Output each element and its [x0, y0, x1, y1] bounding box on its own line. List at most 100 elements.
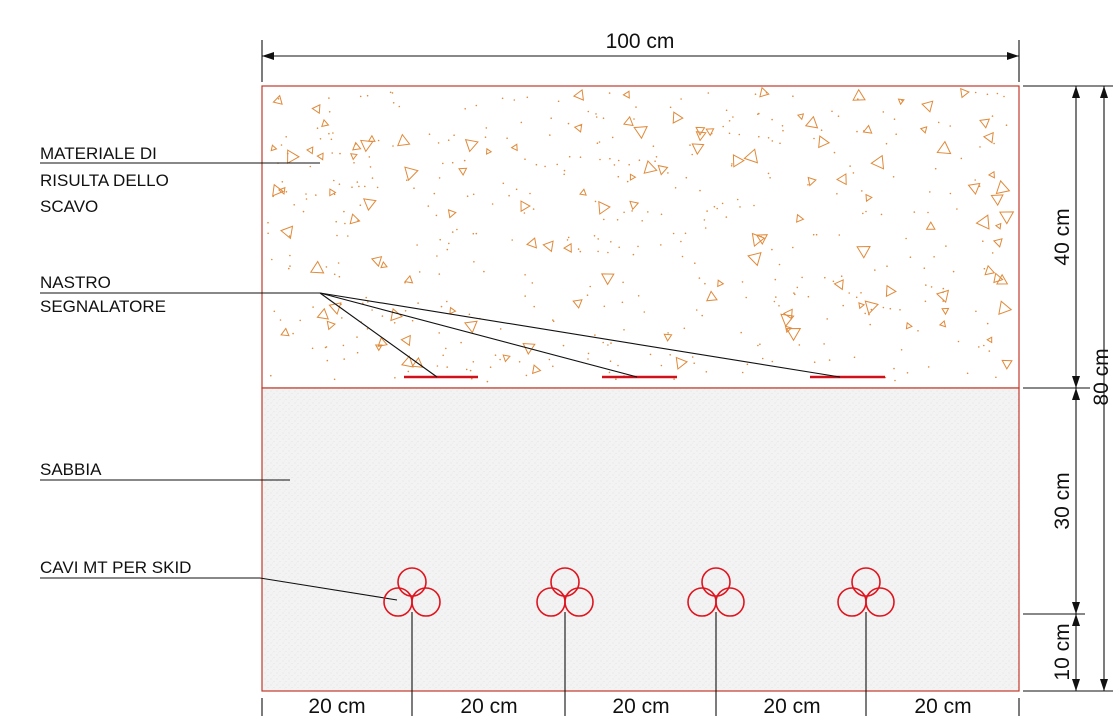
- aggregate-dot: [411, 319, 414, 322]
- aggregate-dot: [885, 142, 888, 145]
- aggregate-stone: [287, 149, 300, 165]
- aggregate-dot: [483, 270, 485, 273]
- aggregate-dot: [681, 255, 684, 258]
- aggregate-dot: [285, 191, 288, 193]
- aggregate-dot: [778, 263, 781, 266]
- aggregate-dot: [801, 276, 803, 279]
- aggregate-dot: [285, 136, 288, 138]
- aggregate-stone: [400, 355, 414, 368]
- aggregate-dot: [333, 378, 336, 381]
- aggregate-dot: [598, 141, 601, 143]
- aggregate-dot: [579, 250, 582, 253]
- cable-trefoil: [687, 567, 745, 716]
- aggregate-dot: [292, 332, 294, 335]
- aggregate-dot: [974, 179, 976, 181]
- aggregate-dot: [599, 158, 601, 161]
- aggregate-dot: [368, 156, 371, 158]
- aggregate-dot: [899, 309, 901, 311]
- aggregate-stone: [807, 176, 817, 187]
- aggregate-dot: [603, 218, 605, 221]
- aggregate-dot: [328, 97, 330, 99]
- aggregate-dot: [293, 204, 296, 206]
- aggregate-dot: [531, 282, 534, 284]
- aggregate-dot: [956, 208, 958, 210]
- aggregate-dot: [392, 102, 395, 104]
- aggregate-dot: [771, 140, 774, 142]
- aggregate-dot: [332, 132, 334, 134]
- aggregate-dot: [377, 139, 380, 142]
- aggregate-dot: [895, 133, 897, 135]
- aggregate-stone: [905, 321, 913, 330]
- aggregate-dot: [595, 116, 598, 118]
- aggregate-dot: [837, 115, 840, 117]
- aggregate-texture: [267, 86, 1015, 383]
- aggregate-dot: [325, 266, 328, 268]
- aggregate-dot: [376, 186, 379, 189]
- aggregate-dot: [333, 193, 336, 196]
- aggregate-stone: [987, 170, 995, 179]
- aggregate-dot: [986, 322, 989, 325]
- aggregate-dot: [563, 169, 566, 172]
- aggregate-dot: [394, 377, 396, 379]
- aggregate-dot: [611, 136, 614, 139]
- aggregate-stone: [643, 160, 658, 174]
- aggregate-stone: [579, 188, 587, 196]
- leader-tape-branch: [319, 292, 841, 378]
- aggregate-stone: [717, 279, 725, 288]
- aggregate-stone: [856, 245, 871, 259]
- aggregate-dot: [309, 165, 312, 168]
- aggregate-stone: [377, 336, 388, 347]
- aggregate-dot: [371, 177, 374, 179]
- aggregate-dot: [451, 161, 454, 164]
- aggregate-dot: [874, 269, 876, 271]
- aggregate-dot: [316, 127, 319, 129]
- aggregate-dot: [267, 232, 269, 235]
- aggregate-dot: [991, 115, 994, 117]
- aggregate-stone: [404, 166, 419, 182]
- aggregate-dot: [428, 133, 431, 135]
- aggregate-stone: [280, 225, 294, 240]
- aggregate-dot: [707, 92, 710, 94]
- aggregate-stone: [400, 334, 411, 347]
- aggregate-dot: [631, 210, 633, 212]
- aggregate-stone: [370, 256, 383, 268]
- aggregate-dot: [393, 322, 396, 324]
- aggregate-dot: [473, 261, 475, 263]
- aggregate-dot: [312, 306, 314, 308]
- aggregate-dot: [792, 246, 794, 249]
- aggregate-dot: [586, 294, 589, 297]
- cable-conductor: [715, 587, 745, 617]
- aggregate-dot: [759, 343, 761, 346]
- aggregate-dot: [472, 232, 475, 235]
- aggregate-dot: [934, 167, 937, 170]
- leader-cables: [40, 577, 398, 601]
- aggregate-dot: [417, 302, 419, 304]
- aggregate-dot: [957, 340, 960, 343]
- aggregate-stone: [870, 154, 885, 170]
- aggregate-dot: [453, 134, 455, 136]
- aggregate-stone: [998, 300, 1013, 315]
- aggregate-stone: [542, 240, 554, 253]
- aggregate-dot: [823, 343, 825, 345]
- aggregate-dot: [704, 282, 706, 285]
- aggregate-stone: [990, 194, 1004, 207]
- label-fill-material-2: RISULTA DELLO: [40, 171, 169, 190]
- aggregate-dot: [633, 118, 635, 120]
- aggregate-dot: [280, 144, 283, 146]
- aggregate-dot: [849, 165, 851, 167]
- aggregate-dot: [460, 341, 462, 344]
- aggregate-stone: [572, 299, 583, 309]
- aggregate-dot: [757, 344, 759, 347]
- aggregate-stone: [862, 124, 873, 134]
- aggregate-dot: [892, 176, 895, 178]
- aggregate-dot: [446, 300, 448, 303]
- aggregate-dot: [587, 110, 590, 113]
- aggregate-dot: [942, 287, 945, 290]
- aggregate-dot: [556, 163, 558, 166]
- aggregate-dot: [447, 139, 450, 141]
- aggregate-dot: [974, 91, 977, 94]
- aggregate-stone: [785, 327, 802, 342]
- aggregate-dot: [680, 240, 682, 243]
- aggregate-stone: [311, 103, 321, 115]
- aggregate-dot: [491, 203, 494, 205]
